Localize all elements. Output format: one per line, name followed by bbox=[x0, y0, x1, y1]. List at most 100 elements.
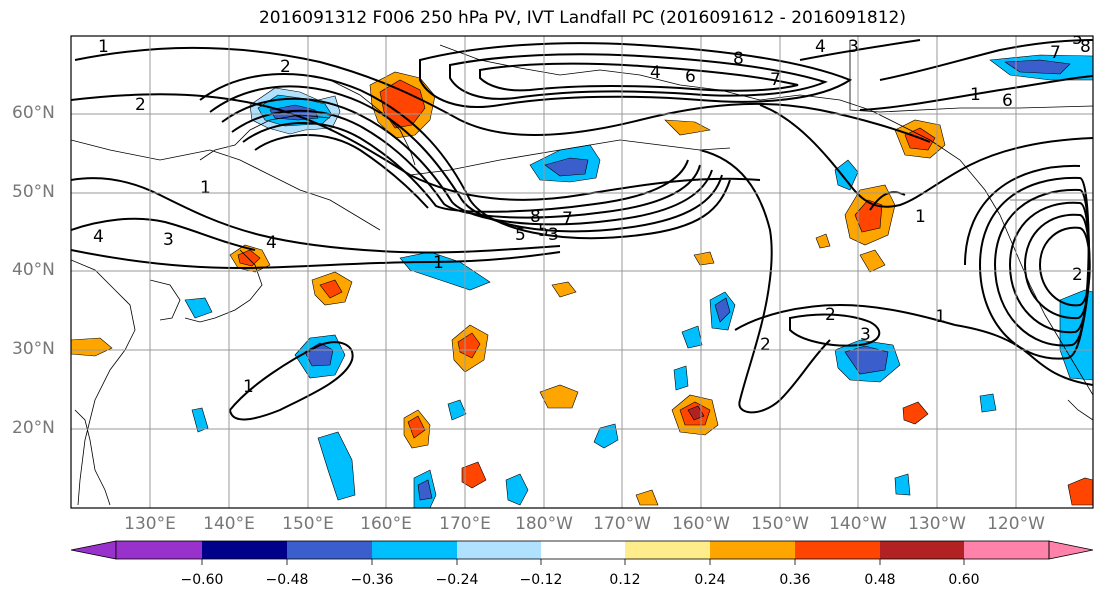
contour-label: 2 bbox=[825, 305, 836, 325]
contour-label: 1 bbox=[935, 307, 946, 327]
coast-okhotsk bbox=[199, 114, 331, 161]
colorbar-extend-low bbox=[70, 540, 117, 560]
contour-label: 4 bbox=[650, 63, 661, 83]
coast-mexico bbox=[1067, 399, 1093, 421]
pv-contour-17 bbox=[734, 303, 956, 331]
pv-contour-28 bbox=[964, 164, 1081, 266]
lon-label-130w: 130°W bbox=[908, 514, 966, 534]
pos-blob-se-corner bbox=[1067, 477, 1093, 506]
coast-aleutians bbox=[409, 139, 731, 176]
lon-label-180w: 180°W bbox=[515, 514, 573, 534]
contour-label: 3 bbox=[548, 225, 559, 245]
lon-label-140e: 140°E bbox=[203, 514, 255, 534]
contour-label: 8 bbox=[1080, 37, 1091, 57]
contour-label: 8 bbox=[733, 49, 744, 69]
coast-alaska-bering bbox=[439, 44, 761, 101]
pv-contour-11 bbox=[479, 62, 799, 92]
pos-blob-small-5 bbox=[635, 489, 659, 506]
pos-blob-trop-165e-core bbox=[407, 415, 426, 439]
pv-contour-20 bbox=[859, 75, 1093, 111]
neg-blob-trop-175e bbox=[505, 473, 529, 506]
contour-label: 3 bbox=[848, 37, 859, 57]
pv-contour-10 bbox=[449, 53, 828, 100]
contour-label: 7 bbox=[562, 209, 573, 229]
contour-label: 2 bbox=[760, 335, 771, 355]
pv-contour-14 bbox=[71, 249, 561, 270]
neg-blob-trop-147e bbox=[184, 297, 213, 319]
colorbar-segment bbox=[541, 541, 625, 559]
contour-label: 5 bbox=[1072, 29, 1083, 49]
pv-contour-22 bbox=[799, 39, 921, 61]
neg-blob-far-ne-core bbox=[1004, 59, 1071, 75]
figure-title: 2016091312 F006 250 hPa PV, IVT Landfall… bbox=[258, 8, 906, 28]
pv-contour-30 bbox=[869, 191, 906, 211]
lon-label-150w: 150°W bbox=[751, 514, 809, 534]
colorbar-segment bbox=[710, 541, 795, 559]
neg-blob-trop-125w bbox=[979, 393, 997, 413]
pv-contour-18 bbox=[789, 313, 881, 347]
lon-label-160e: 160°E bbox=[360, 514, 412, 534]
lon-label-160w: 160°W bbox=[672, 514, 730, 534]
pv-contour-9 bbox=[419, 42, 853, 109]
colorbar-tick-label: 0.48 bbox=[864, 572, 896, 588]
colorbar-segment bbox=[372, 541, 457, 559]
pos-blob-ne-mid-core bbox=[854, 199, 883, 233]
neg-blob-trop-135w bbox=[894, 473, 911, 496]
graticule bbox=[71, 36, 1093, 508]
contour-label: 1 bbox=[200, 178, 211, 198]
pos-blob-small-1 bbox=[551, 281, 577, 298]
contour-label: 5 bbox=[515, 225, 526, 245]
pos-blob-trop-160w-inner bbox=[687, 405, 705, 421]
contour-label: 3 bbox=[163, 230, 174, 250]
colorbar-segment bbox=[202, 541, 287, 559]
colorbar-tick-label: 0.24 bbox=[694, 572, 726, 588]
pv-contour-6 bbox=[231, 109, 701, 219]
coast-asia-north bbox=[71, 139, 381, 231]
contour-label: 4 bbox=[93, 227, 104, 247]
colorbar-segment bbox=[880, 541, 964, 559]
neg-blob-trop-165e-core bbox=[417, 479, 433, 501]
pos-blob-40n-west-core bbox=[319, 279, 343, 299]
neg-blob-trop-150e bbox=[191, 407, 209, 433]
contour-label: 2 bbox=[135, 95, 146, 115]
lon-label-170e: 170°E bbox=[439, 514, 491, 534]
pos-blob-trop-170e bbox=[461, 461, 487, 489]
neg-blob-central-core bbox=[544, 157, 589, 177]
neg-blob-trop-175e-b bbox=[447, 399, 467, 421]
pv-contour-21 bbox=[879, 39, 1093, 81]
coast-bc-us bbox=[999, 214, 1093, 396]
pv-contour-8 bbox=[254, 133, 429, 209]
contour-label: 1 bbox=[915, 207, 926, 227]
pv-contour-7 bbox=[242, 122, 689, 213]
pos-blob-small-3 bbox=[815, 233, 831, 249]
pos-blob-small-6 bbox=[664, 119, 711, 136]
contour-label: 6 bbox=[685, 67, 696, 87]
lon-label-150e: 150°E bbox=[282, 514, 334, 534]
neg-blob-trop-165w bbox=[593, 423, 619, 449]
contour-label: 2 bbox=[280, 57, 291, 77]
contour-label: 2 bbox=[1072, 265, 1083, 285]
lat-label-60n: 60°N bbox=[12, 103, 55, 123]
coast-philippines bbox=[74, 409, 111, 506]
colorbar-segment bbox=[287, 541, 372, 559]
colorbar-segment bbox=[625, 541, 710, 559]
lat-label-20n: 20°N bbox=[12, 418, 55, 438]
neg-blob-ne-small bbox=[834, 159, 859, 191]
neg-blob-trop-155e bbox=[317, 431, 356, 501]
pv-contour-29 bbox=[954, 324, 1093, 386]
lat-label-50n: 50°N bbox=[12, 182, 55, 202]
colorbar-tick-label: −0.48 bbox=[265, 572, 309, 588]
map-panel bbox=[71, 36, 1093, 508]
colorbar-tick-label: −0.12 bbox=[519, 572, 563, 588]
contour-label: 1 bbox=[98, 37, 109, 57]
colorbar-segment bbox=[116, 541, 202, 559]
pv-contour-13 bbox=[71, 217, 256, 251]
pv-contours bbox=[71, 39, 1093, 421]
pv-contour-27 bbox=[978, 176, 1090, 360]
colorbar-tick-label: −0.24 bbox=[435, 572, 479, 588]
pos-blob-trop-135w bbox=[902, 401, 929, 425]
coast-kamchatka bbox=[329, 79, 416, 166]
pos-blob-small-4 bbox=[859, 249, 886, 273]
contour-label: 4 bbox=[266, 233, 277, 253]
